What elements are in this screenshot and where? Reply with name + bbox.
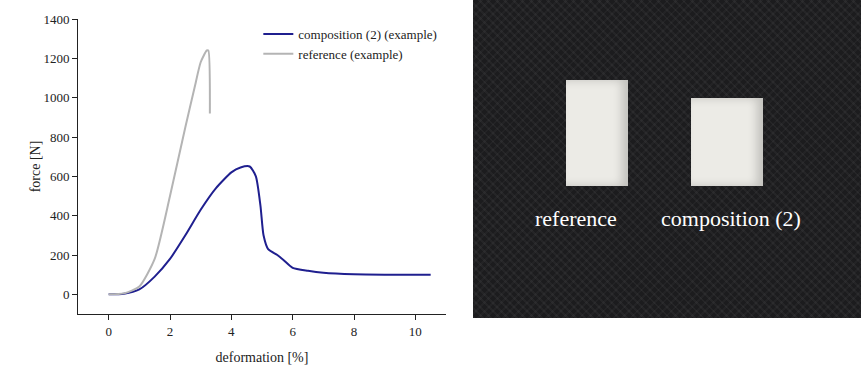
svg-text:400: 400 [50,208,70,223]
svg-text:10: 10 [409,324,422,339]
svg-text:1000: 1000 [43,90,69,105]
svg-text:reference (example): reference (example) [298,47,402,62]
svg-text:force [N]: force [N] [28,141,43,193]
svg-text:8: 8 [351,324,358,339]
svg-text:2: 2 [167,324,174,339]
svg-text:800: 800 [50,130,70,145]
svg-text:6: 6 [289,324,296,339]
svg-text:deformation [%]: deformation [%] [216,350,309,365]
html-text:reference: reference [535,206,617,231]
html-text:composition (2): composition (2) [661,206,801,231]
svg-text:600: 600 [50,169,70,184]
svg-text:200: 200 [50,248,70,263]
svg-text:0: 0 [63,287,70,302]
svg-text:1400: 1400 [43,12,69,27]
svg-text:0: 0 [105,324,112,339]
svg-text:1200: 1200 [43,51,69,66]
svg-text:composition (2) (example): composition (2) (example) [298,27,437,42]
svg-text:4: 4 [228,324,235,339]
